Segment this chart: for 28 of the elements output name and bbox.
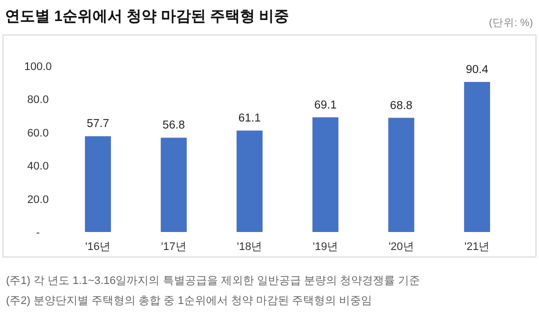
data-label: 68.8 [390, 100, 412, 112]
x-tick-label: '16년 [85, 241, 111, 253]
x-tick-label: '19년 [312, 241, 338, 253]
data-label: 90.4 [466, 64, 489, 76]
bar [388, 118, 414, 232]
text: (주2) 분양단지별 주택형의 총합 중 1순위에서 청약 마감된 주택형의 비중임 [6, 295, 372, 307]
bar [236, 130, 263, 232]
data-label: 69.1 [314, 99, 337, 112]
bar [160, 138, 187, 232]
x-tick-label: '18년 [236, 241, 262, 253]
bar [84, 136, 111, 232]
text: (단위: %) [488, 17, 533, 29]
y-tick-label: 100.0 [24, 61, 52, 73]
y-tick-label: - [36, 227, 40, 239]
data-label: 56.8 [162, 120, 185, 132]
text: (주1) 각 년도 1.1~3.16일까지의 특별공급을 제외한 일반공급 분량의 청약경쟁률 기준 [6, 275, 420, 287]
x-tick-label: '17년 [161, 241, 186, 253]
bar [312, 117, 338, 232]
y-tick-label: 60.0 [27, 127, 49, 140]
chart-title: 연도별 1순위에서 청약 마감된 주택형 비중 [5, 8, 290, 25]
y-tick-label: 80.0 [27, 94, 49, 106]
data-label: 61.1 [238, 112, 261, 125]
data-label: 57.7 [86, 118, 110, 130]
x-tick-label: '21년 [464, 241, 490, 253]
y-tick-label: 20.0 [27, 194, 49, 206]
y-tick-label: 40.0 [27, 160, 49, 173]
bar [464, 82, 490, 232]
x-tick-label: '20년 [388, 241, 414, 253]
